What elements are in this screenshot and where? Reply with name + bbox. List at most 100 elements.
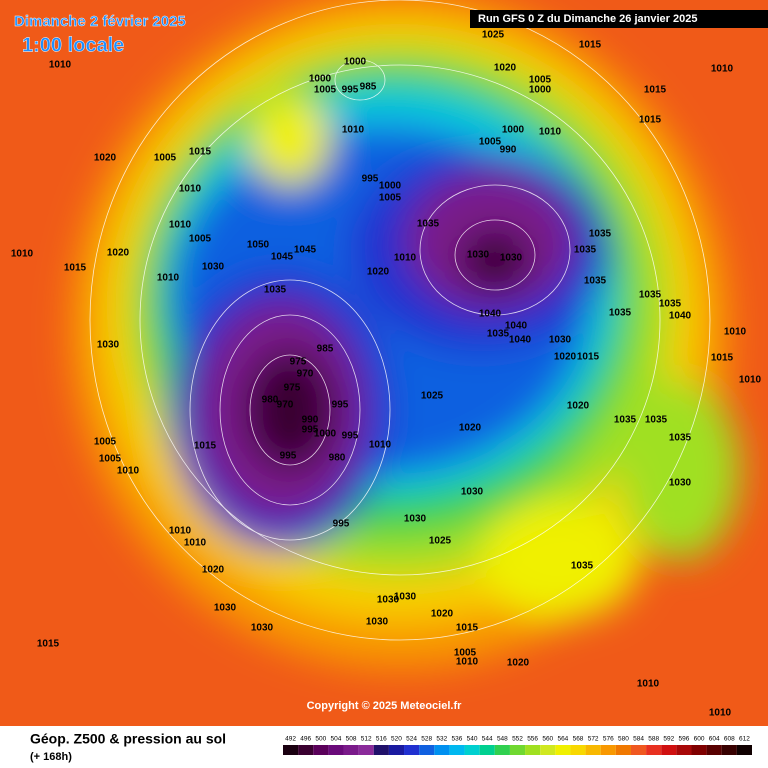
colorbar-swatch [676,745,692,755]
map-time: 1:00 locale [22,34,124,56]
isobar-label: 1035 [614,415,637,426]
isobar-label: 1030 [97,340,120,351]
isobar-label: 1030 [202,262,225,273]
isobar-label: 990 [302,415,319,426]
isobar-label: 1020 [507,658,530,669]
colorbar-swatch [328,745,344,755]
colorbar-swatch [706,745,722,755]
isobar-label: 1015 [579,40,602,51]
isobar-label: 1010 [49,60,72,71]
isobar-label: 1010 [539,127,562,138]
isobar-label: 1020 [459,423,482,434]
colorbar-tick: 496 [300,736,311,743]
colorbar-tick: 564 [557,736,568,743]
colorbar-swatch [691,745,707,755]
isobar-label: 995 [333,519,350,530]
colorbar-tick: 588 [648,736,659,743]
isobar-label: 995 [302,425,319,436]
colorbar-tick: 516 [376,736,387,743]
isobar-label: 995 [342,431,359,442]
isobar-label: 980 [329,453,346,464]
isobar-label: 1020 [431,609,454,620]
colorbar-swatch [615,745,631,755]
isobar-label: 1015 [189,147,212,158]
isobar-label: 1010 [169,220,192,231]
isobar-label: 970 [277,400,294,411]
colorbar-tick: 500 [315,736,326,743]
isobar-label: 1010 [456,657,479,668]
isobar-label: 1010 [709,708,732,719]
isobar-label: 1020 [202,565,225,576]
isobar-label: 1035 [589,229,612,240]
isobar-label: 1000 [314,429,337,440]
isobar-label: 1010 [184,538,207,549]
isobar-label: 1005 [379,193,402,204]
field: Run GFS 0 Z du Dimanche 26 janvier 2025 … [0,0,768,726]
isobar-label: 1000 [309,74,332,85]
isobar-label: 1020 [554,352,577,363]
colorbar-tick: 604 [709,736,720,743]
isobar-label: 1045 [271,252,294,263]
isobar-label: 1005 [529,75,552,86]
colorbar-tick: 556 [527,736,538,743]
isobar-label: 1020 [367,267,390,278]
isobar-label: 1035 [571,561,594,572]
isobar-label: 1020 [494,63,517,74]
isobar-label: 1030 [500,253,523,264]
isobar-label: 1015 [456,623,479,634]
colorbar-swatch [661,745,677,755]
colorbar-tick: 568 [573,736,584,743]
colorbar-tick: 508 [346,736,357,743]
isobar-label: 1035 [639,290,662,301]
isobar-label: 1030 [377,595,400,606]
colorbar-tick: 552 [512,736,523,743]
isobar-label: 1020 [567,401,590,412]
isobar-label: 1010 [157,273,180,284]
isobar-label: 1035 [669,433,692,444]
isobar-label: 975 [290,357,307,368]
isobar-label: 1005 [314,85,337,96]
isobar-label: 980 [262,395,279,406]
colorbar-tick: 592 [663,736,674,743]
colorbar-tick: 548 [497,736,508,743]
copyright: Copyright © 2025 Meteociel.fr [307,700,463,712]
isobar-label: 1020 [94,153,117,164]
colorbar-swatch [464,745,480,755]
isobar-label: 1005 [454,648,477,659]
colorbar-tick: 580 [618,736,629,743]
colorbar-swatch [555,745,571,755]
isobar-label: 1015 [64,263,87,274]
isobar-label: 1010 [724,327,747,338]
colorbar-swatch [404,745,420,755]
colorbar-swatch [449,745,465,755]
isobar-label: 1035 [417,219,440,230]
colorbar-swatch [419,745,435,755]
isobar-label: 985 [317,344,334,355]
isobar-label: 1025 [421,391,444,402]
colorbar-tick: 584 [633,736,644,743]
run-info: Run GFS 0 Z du Dimanche 26 janvier 2025 [478,13,697,25]
isobar-label: 1045 [294,245,317,256]
colorbar-swatch [373,745,389,755]
colorbar-swatch [313,745,329,755]
isobar-label: 995 [280,451,297,462]
isobar-label: 1030 [461,487,484,498]
isobar-label: 990 [500,145,517,156]
isobar-label: 1040 [509,335,532,346]
isobar-label: 1035 [264,285,287,296]
colorbar-tick: 596 [678,736,689,743]
isobar-label: 1035 [609,308,632,319]
isobar-label: 1040 [505,321,528,332]
colorbar-swatch [736,745,752,755]
isobar-label: 1030 [394,592,417,603]
colorbar-swatch [283,745,299,755]
colorbar-swatch [479,745,495,755]
colorbar: 492 496 500 504 508 512 516 520 524 528 532 536 540 5… [283,736,752,755]
isobar-label: 1015 [639,115,662,126]
colorbar-swatch [525,745,541,755]
isobar-label: 1000 [344,57,367,68]
colorbar-swatch [721,745,737,755]
legend-title: Géop. Z500 & pression au sol [30,731,226,747]
